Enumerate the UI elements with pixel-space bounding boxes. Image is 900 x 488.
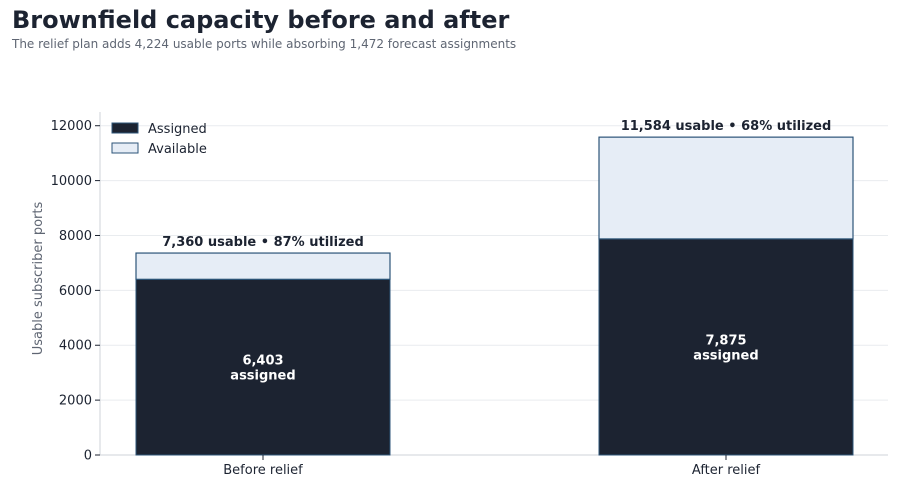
bar-available [598, 136, 854, 240]
legend-swatch [111, 142, 139, 154]
bars [135, 136, 854, 456]
y-axis-label: Usable subscriber ports [31, 202, 46, 356]
bar-available [135, 252, 391, 280]
legend-label: Available [148, 142, 207, 157]
x-axis-ticks: Before relief After relief [223, 455, 761, 478]
legend-label: Assigned [148, 122, 207, 137]
y-tick-label: 4000 [59, 339, 92, 354]
y-tick-label: 10000 [51, 174, 92, 189]
bar-assigned [598, 238, 854, 456]
y-tick-label: 2000 [59, 394, 92, 409]
bar-value-label: assigned [693, 348, 758, 363]
y-tick-label: 12000 [51, 119, 92, 134]
y-tick-label: 8000 [59, 229, 92, 244]
bar-value-label: 6,403 [242, 354, 283, 369]
y-axis-ticks: 0 2000 4000 6000 8000 10000 12000 [51, 119, 100, 464]
bar-total-label: 7,360 usable • 87% utilized [162, 235, 364, 250]
legend: Assigned Available [111, 122, 207, 157]
bar-value-label: assigned [230, 369, 295, 384]
chart-subtitle: The relief plan adds 4,224 usable ports … [12, 37, 517, 51]
y-tick-label: 6000 [59, 284, 92, 299]
y-tick-label: 0 [84, 449, 92, 464]
x-tick-label: After relief [692, 463, 761, 478]
x-tick-label: Before relief [223, 463, 303, 478]
bar-total-label: 11,584 usable • 68% utilized [621, 119, 832, 134]
bar-value-label: 7,875 [705, 333, 746, 348]
legend-swatch [111, 122, 139, 134]
chart-title: Brownfield capacity before and after [12, 6, 510, 34]
bar-assigned [135, 278, 391, 456]
